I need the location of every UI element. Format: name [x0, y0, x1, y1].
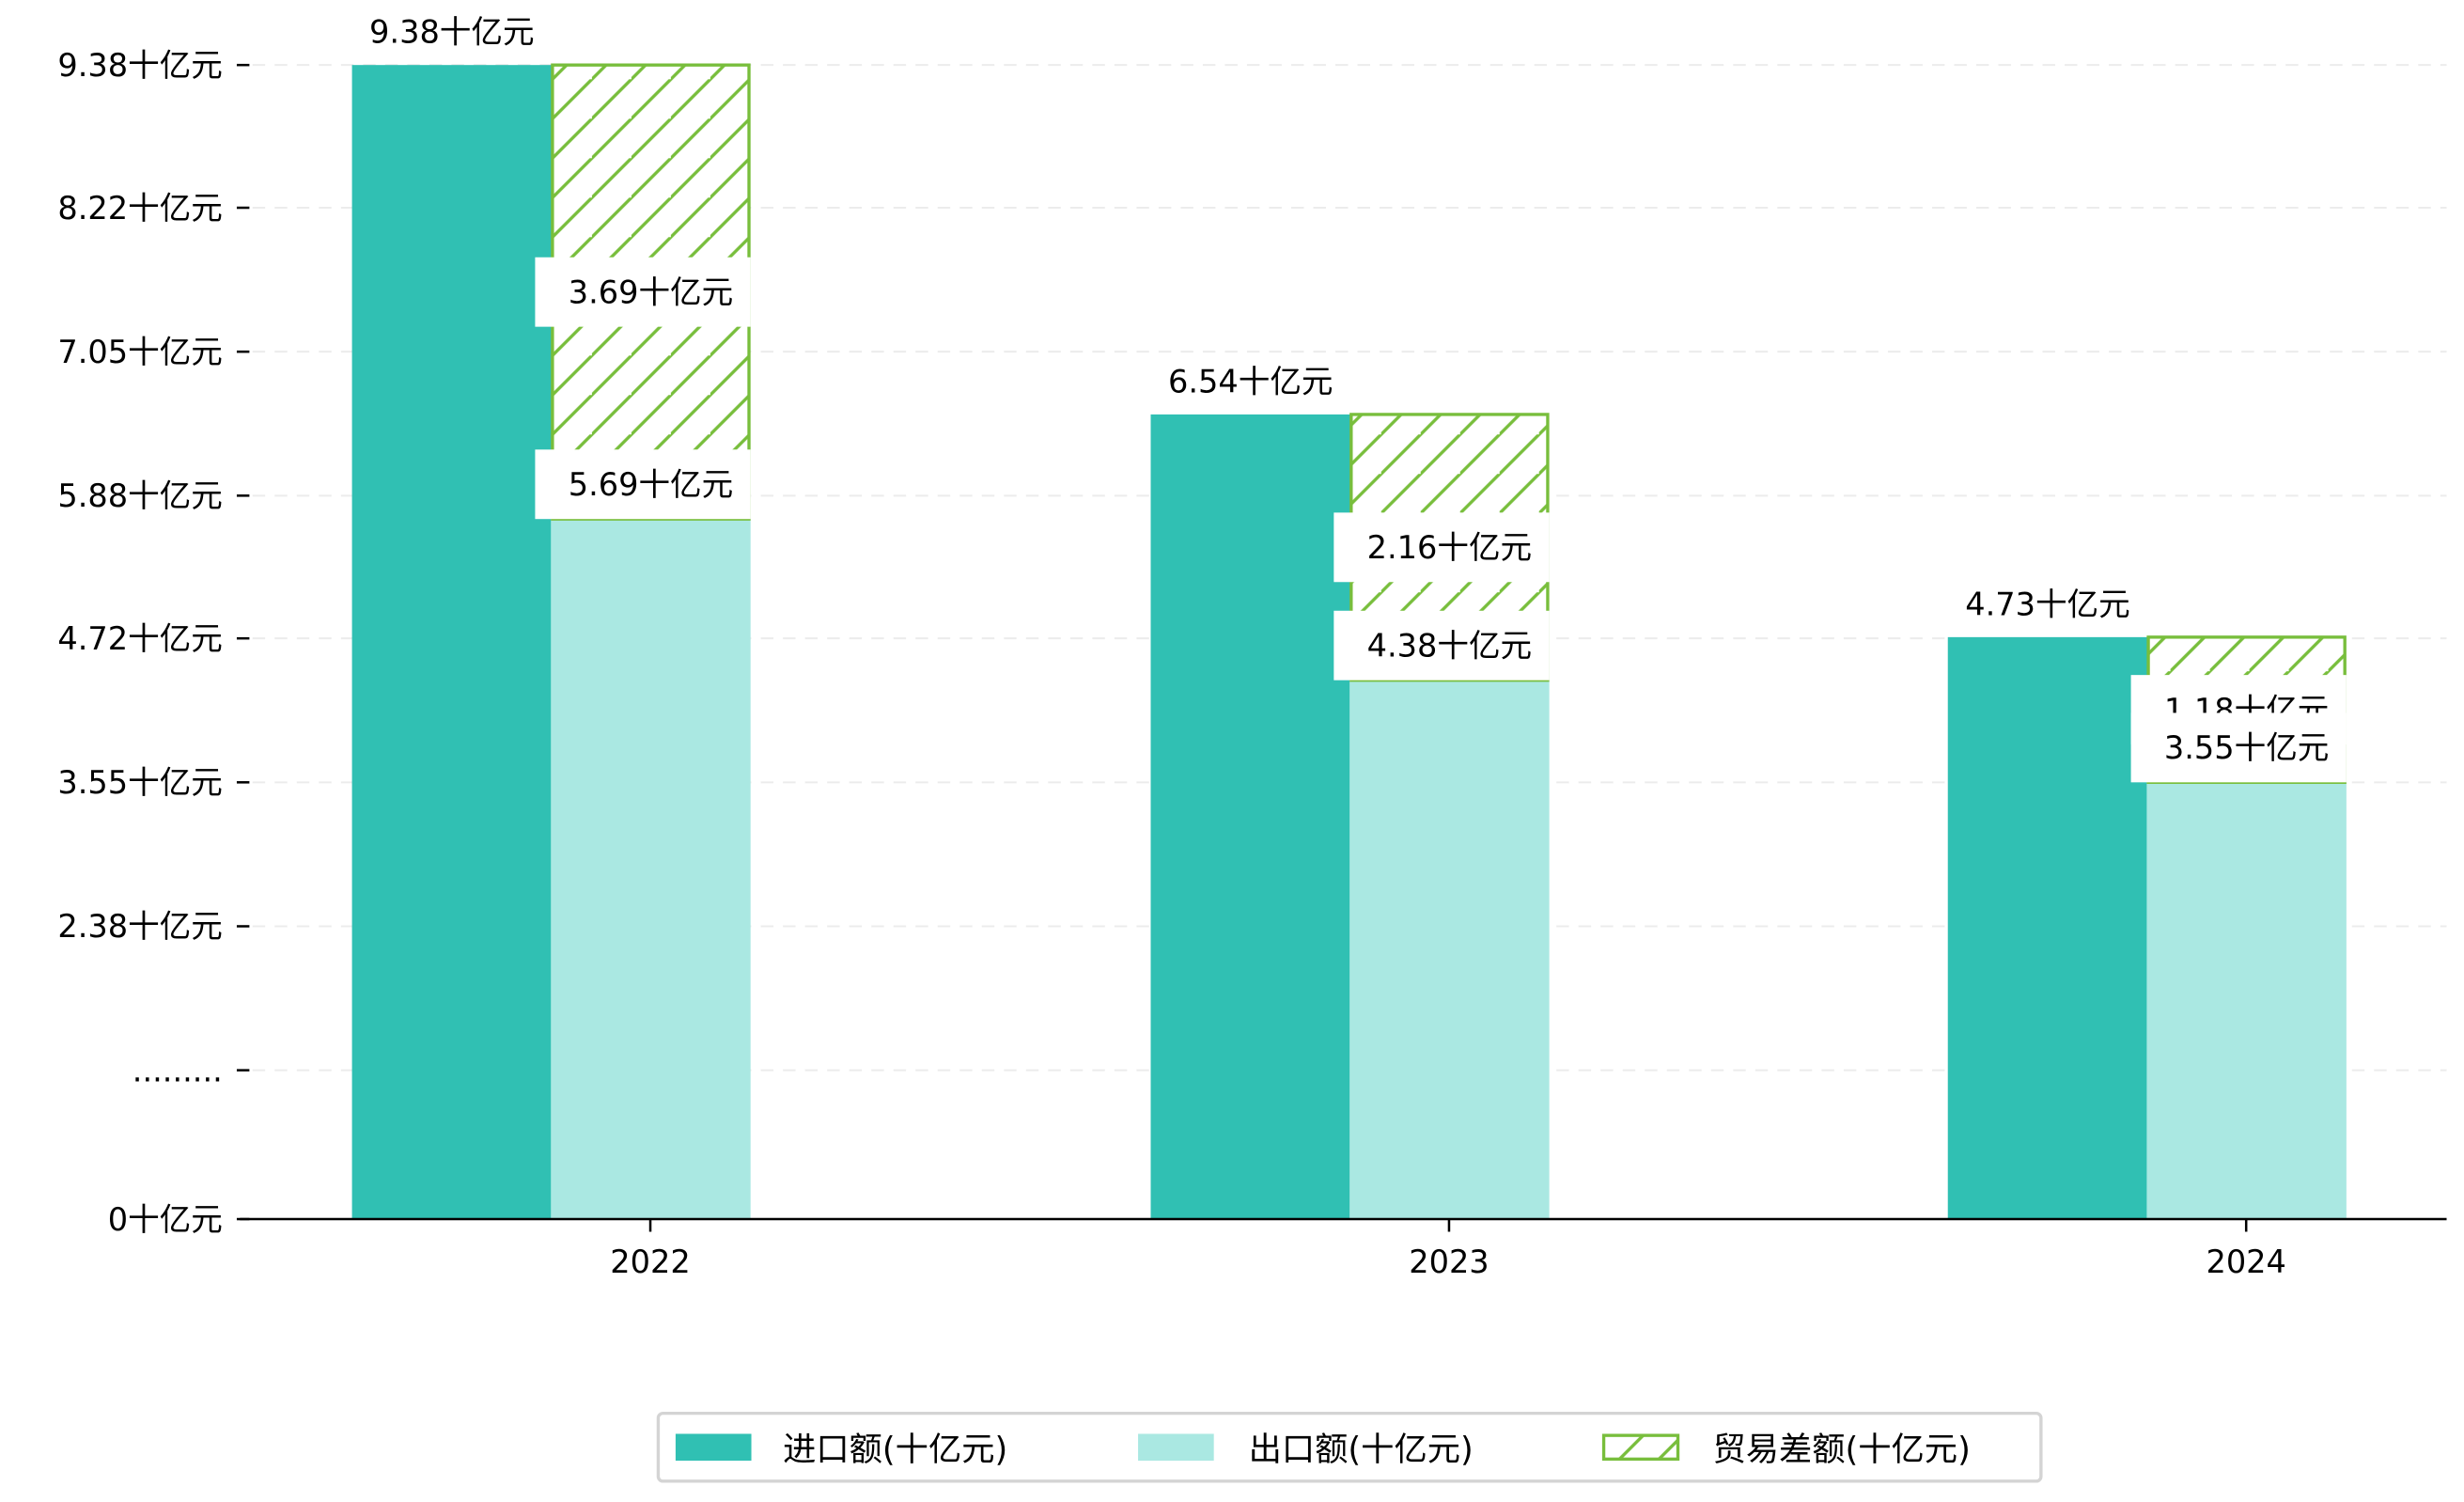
y-tick-label: 2.38十亿元 — [57, 908, 223, 945]
export-label-bg — [535, 449, 751, 520]
y-tick-label: ......... — [133, 1052, 223, 1088]
y-tick-label: 0十亿元 — [108, 1201, 223, 1238]
trade-balance-label-bg — [535, 257, 751, 327]
bar-import — [1150, 414, 1350, 1220]
import-value-label: 6.54十亿元 — [1168, 363, 1333, 399]
legend-swatch-0 — [675, 1433, 752, 1462]
legend-label: 贸易差额(十亿元) — [1712, 1431, 1970, 1469]
y-tick-label: 5.88十亿元 — [57, 477, 223, 514]
bar-import — [1947, 636, 2148, 1220]
value-labels: 9.38十亿元 3.69十亿元 5.69十亿元 6.54十亿元 2.16十亿元 4.38十… — [369, 14, 2347, 783]
x-axis: 2022 2023 2024 — [610, 1219, 2286, 1280]
trade-balance-value-label: 3.69十亿元 — [569, 274, 734, 310]
export-label-bg — [2130, 712, 2347, 783]
trade-balance-value-label: 2.16十亿元 — [1367, 529, 1533, 566]
bar-export — [1349, 680, 1550, 1220]
y-tick-label: 9.38十亿元 — [57, 47, 223, 84]
export-value-label: 4.38十亿元 — [1367, 627, 1533, 664]
legend: 进口额(十亿元) 出口额(十亿元) 贸易差额(十亿元) — [656, 1411, 2043, 1483]
y-axis: 0十亿元......... 2.38十亿元 3.55十亿元 4.72十亿元 5.88十亿… — [57, 47, 250, 1238]
export-value-label: 3.55十亿元 — [2164, 729, 2330, 766]
legend-label: 出口额(十亿元) — [1249, 1431, 1474, 1469]
bar-export — [2146, 782, 2347, 1220]
legend-frame — [656, 1411, 2043, 1483]
legend-swatch-1 — [1138, 1433, 1214, 1462]
import-value-label: 9.38十亿元 — [369, 14, 534, 51]
y-tick-label: 3.55十亿元 — [57, 764, 223, 801]
y-tick-label: 8.22十亿元 — [57, 190, 223, 227]
bar-import — [351, 65, 553, 1220]
export-label-bg — [1333, 610, 1550, 681]
y-tick-label: 7.05十亿元 — [57, 334, 223, 370]
export-value-label: 5.69十亿元 — [569, 466, 734, 503]
legend-label: 进口额(十亿元) — [783, 1431, 1007, 1469]
legend-swatch-hatch — [1601, 1433, 1680, 1462]
trade-balance-label-bg — [1333, 512, 1550, 583]
bar-export — [551, 519, 751, 1220]
x-tick-label: 2024 — [2206, 1244, 2285, 1280]
x-tick-label: 2022 — [610, 1244, 690, 1280]
y-tick-label: 4.72十亿元 — [57, 620, 223, 657]
import-value-label: 4.73十亿元 — [1965, 586, 2130, 622]
x-tick-label: 2023 — [1409, 1244, 1489, 1280]
